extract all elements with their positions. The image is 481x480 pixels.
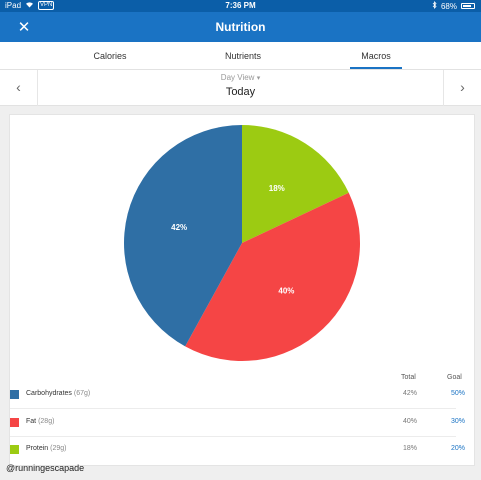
- carbohydrates-total: 42%: [403, 390, 418, 397]
- previous-day-button[interactable]: ‹: [0, 70, 38, 106]
- active-tab-indicator: [350, 67, 402, 69]
- fat-swatch: [10, 418, 19, 427]
- next-day-button[interactable]: ›: [443, 70, 481, 106]
- macros-pie-chart: 18% 40% 42%: [124, 125, 360, 361]
- day-view-label: Day View: [220, 73, 255, 82]
- protein-label: Protein: [26, 445, 49, 452]
- carbohydrates-label: Carbohydrates: [26, 390, 72, 397]
- pie-label-carbohydrates: 42%: [171, 223, 187, 232]
- bluetooth-icon: [432, 1, 437, 11]
- tab-calories[interactable]: Calories: [93, 51, 127, 61]
- wifi-icon: [25, 1, 34, 10]
- protein-swatch: [10, 445, 19, 454]
- caret-down-icon: ▾: [256, 75, 261, 82]
- status-bar: iPad VPN 7:36 PM 68%: [0, 0, 481, 12]
- fat-total: 40%: [403, 418, 418, 425]
- pie-label-fat: 40%: [278, 286, 294, 295]
- vpn-badge: VPN: [38, 1, 55, 10]
- total-column-header: Total: [401, 374, 416, 381]
- date-navigation: ‹ Day View ▾ Today ›: [0, 70, 481, 106]
- device-label: iPad: [5, 1, 22, 10]
- tab-nutrients[interactable]: Nutrients: [224, 51, 261, 61]
- fat-label: Fat: [26, 418, 37, 425]
- day-view-dropdown[interactable]: Day View ▾: [0, 73, 481, 82]
- legend-row-carbohydrates: Carbohydrates (67g) 42% 50%: [10, 381, 465, 409]
- fat-amount: (28g): [38, 418, 55, 425]
- pie-slice-fat: [185, 192, 360, 361]
- pie-slice-carbohydrates: [124, 125, 242, 347]
- fat-goal[interactable]: 30%: [451, 418, 466, 425]
- protein-goal[interactable]: 20%: [451, 445, 466, 452]
- watermark: @runningescapade: [6, 463, 85, 473]
- current-date: Today: [225, 86, 256, 98]
- legend-row-protein: Protein (29g) 18% 20%: [10, 436, 465, 464]
- status-time: 7:36 PM: [225, 1, 256, 10]
- protein-amount: (29g): [50, 445, 67, 452]
- pie-label-protein: 18%: [269, 184, 285, 193]
- carbohydrates-goal[interactable]: 50%: [451, 390, 466, 397]
- pie-slice-protein: [242, 125, 349, 243]
- close-icon[interactable]: ✕: [17, 19, 31, 36]
- battery-icon: [461, 3, 475, 9]
- protein-total: 18%: [403, 445, 418, 452]
- tab-macros[interactable]: Macros: [361, 51, 391, 61]
- tab-bar: Calories Nutrients Macros: [0, 42, 481, 70]
- carbohydrates-swatch: [10, 390, 19, 399]
- goal-column-header: Goal: [447, 374, 462, 381]
- page-title: Nutrition: [215, 20, 266, 34]
- legend-row-fat: Fat (28g) 40% 30%: [10, 409, 465, 437]
- battery-percent: 68%: [440, 1, 457, 11]
- carbohydrates-amount: (67g): [73, 390, 91, 397]
- title-bar: ✕ Nutrition: [0, 12, 481, 42]
